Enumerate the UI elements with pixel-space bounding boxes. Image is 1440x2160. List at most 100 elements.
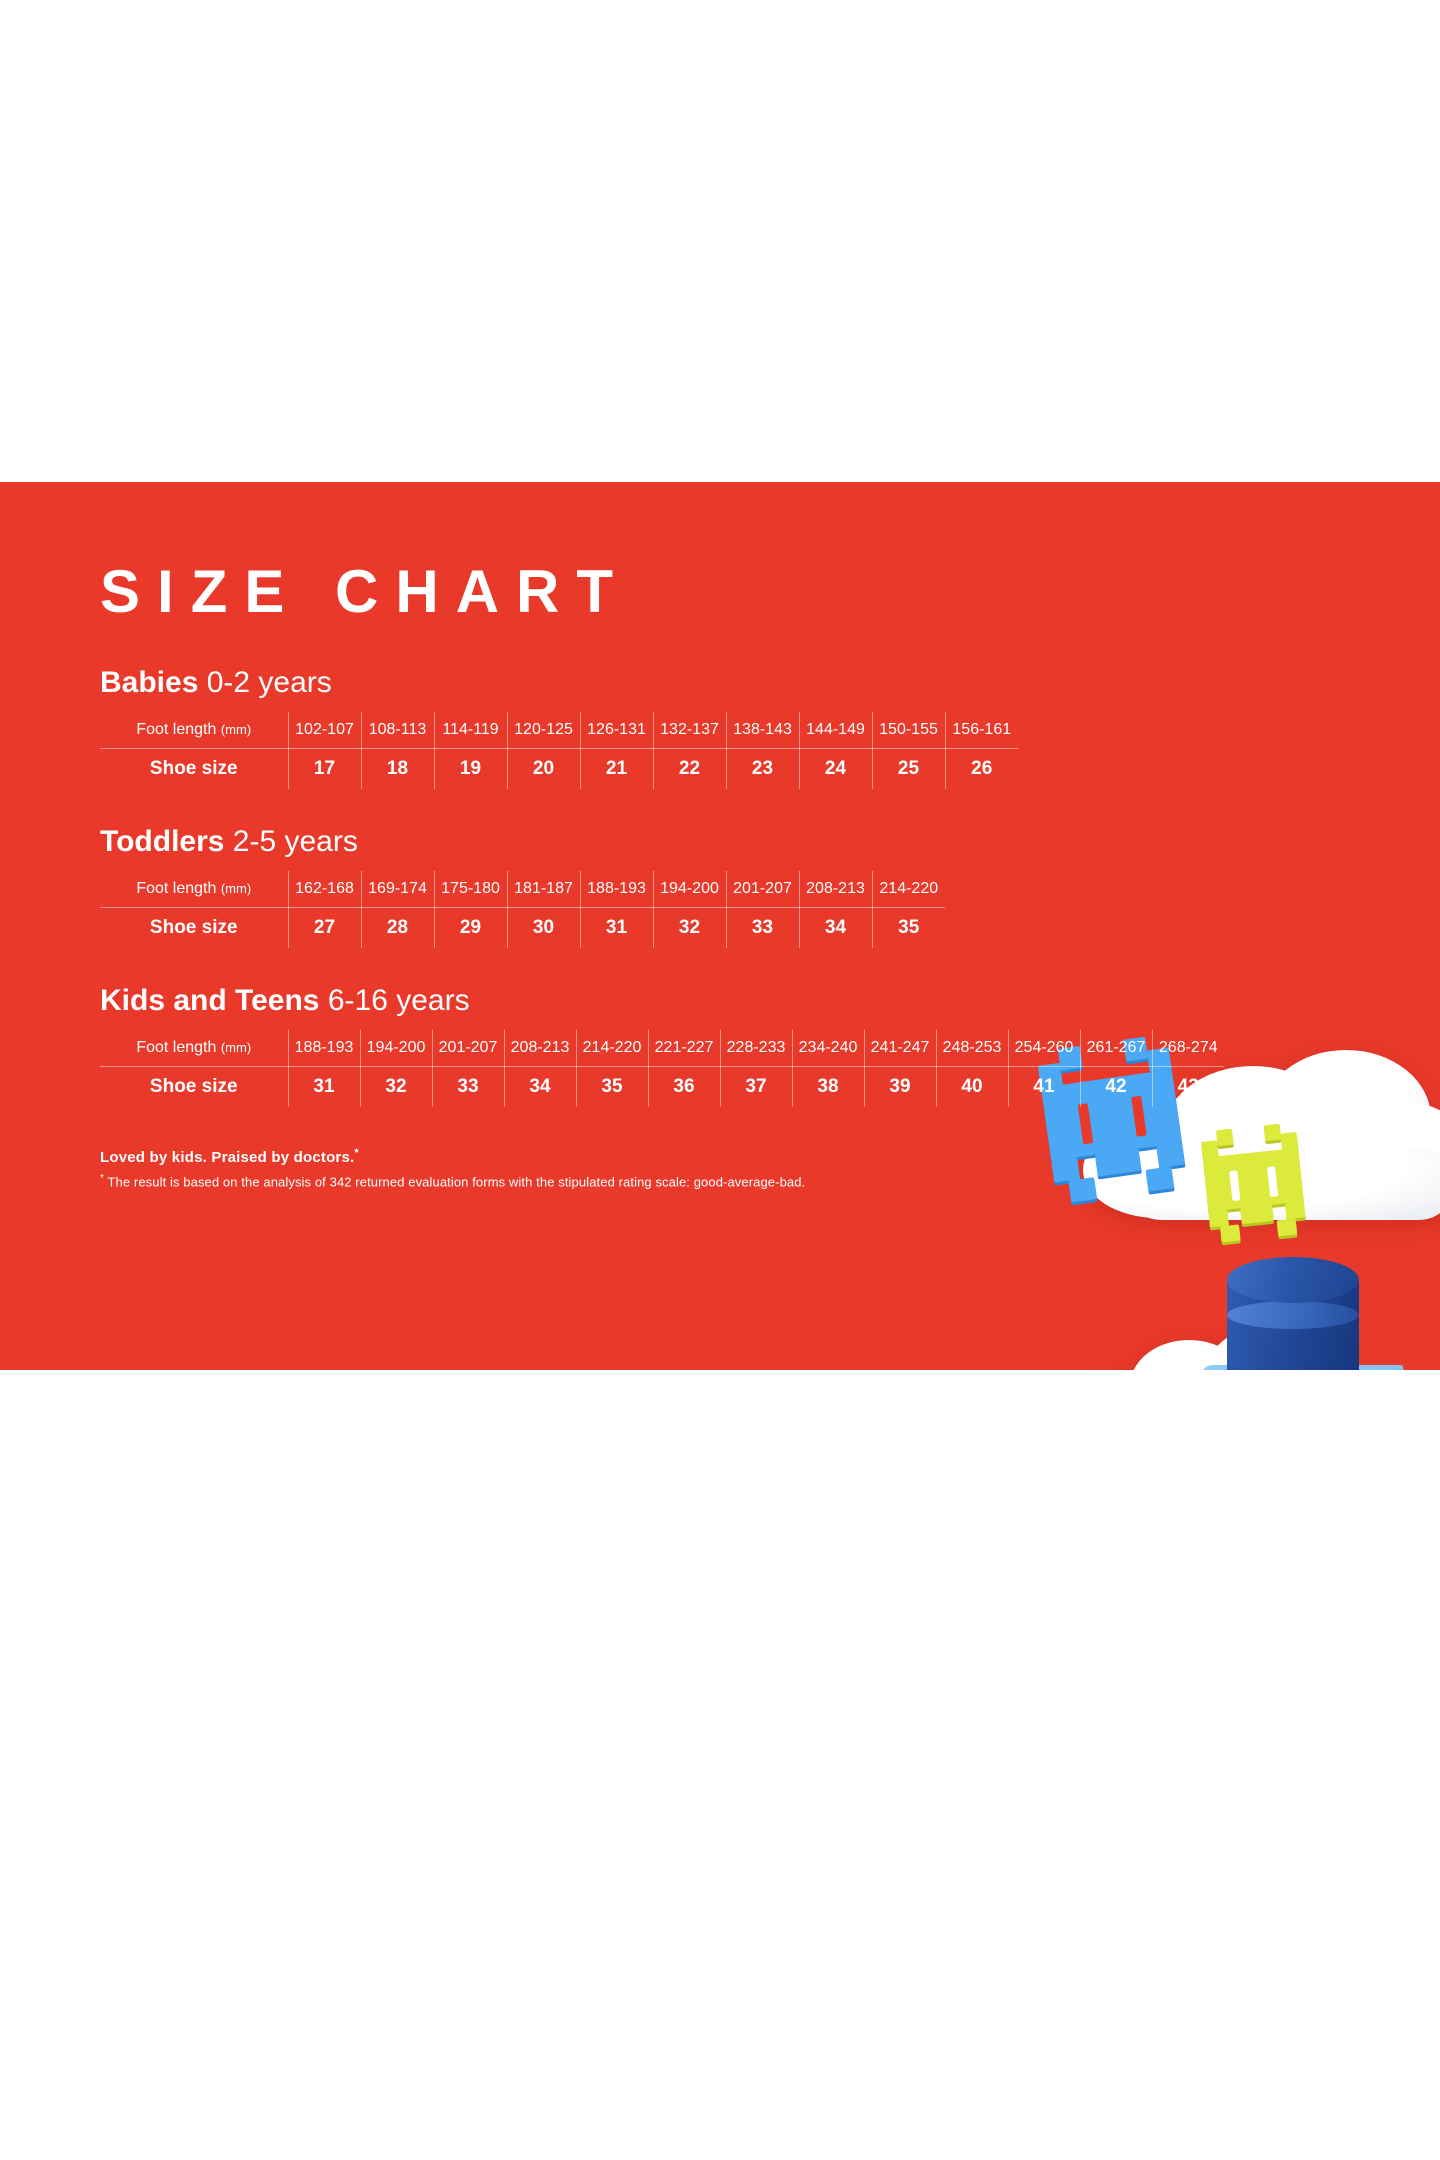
cell-foot-length: 201-207 [432, 1030, 505, 1067]
cell-foot-length: 208-213 [504, 1030, 577, 1067]
cell-foot-length: 126-131 [580, 712, 654, 749]
cell-shoe-size: 40 [936, 1066, 1009, 1107]
section-babies: Babies 0-2 years Foot length (mm) 102-10… [100, 666, 1340, 789]
section-toddlers: Toddlers 2-5 years Foot length (mm) 162-… [100, 825, 1340, 948]
cell-shoe-size: 17 [288, 748, 362, 789]
cell-foot-length: 138-143 [726, 712, 800, 749]
cell-foot-length: 181-187 [507, 871, 581, 908]
cell-shoe-size: 41 [1008, 1066, 1081, 1107]
cell-foot-length: 108-113 [361, 712, 435, 749]
section-name: Toddlers [100, 825, 225, 858]
cell-foot-length: 234-240 [792, 1030, 865, 1067]
cell-foot-length: 144-149 [799, 712, 873, 749]
cell-foot-length: 194-200 [360, 1030, 433, 1067]
cell-shoe-size: 35 [576, 1066, 649, 1107]
cell-foot-length: 254-260 [1008, 1030, 1081, 1067]
cell-shoe-size: 31 [580, 907, 654, 948]
cell-foot-length: 188-193 [580, 871, 654, 908]
cell-foot-length: 214-220 [576, 1030, 649, 1067]
cell-foot-length: 114-119 [434, 712, 508, 749]
poster-footer: Loved by kids. Praised by doctors.* * Th… [100, 1147, 1340, 1189]
table-row-foot-length: Foot length (mm) 162-168 169-174 175-180… [100, 871, 945, 908]
section-age-range: 2-5 years [232, 825, 358, 858]
footer-claim-marker: * [354, 1147, 359, 1159]
section-age-range: 6-16 years [327, 984, 470, 1017]
size-table-kids-and-teens: Foot length (mm) 188-193 194-200 201-207… [100, 1030, 1224, 1107]
row-label-foot-length: Foot length (mm) [100, 1030, 289, 1067]
cell-shoe-size: 36 [648, 1066, 721, 1107]
foot-length-label: Foot length [136, 880, 217, 897]
foot-length-unit: (mm) [220, 722, 252, 737]
cell-shoe-size: 32 [360, 1066, 433, 1107]
size-table-toddlers: Foot length (mm) 162-168 169-174 175-180… [100, 871, 945, 948]
footer-note-marker: * [100, 1173, 104, 1184]
cell-foot-length: 102-107 [288, 712, 362, 749]
cell-shoe-size: 38 [792, 1066, 865, 1107]
size-chart-poster: SIZE CHART Babies 0-2 years Foot length … [0, 482, 1440, 1370]
cell-foot-length: 248-253 [936, 1030, 1009, 1067]
cell-shoe-size: 34 [504, 1066, 577, 1107]
cell-shoe-size: 23 [726, 748, 800, 789]
cell-foot-length: 194-200 [653, 871, 727, 908]
cell-foot-length: 261-267 [1080, 1030, 1153, 1067]
cell-foot-length: 175-180 [434, 871, 508, 908]
section-heading-kids-and-teens: Kids and Teens 6-16 years [100, 984, 1340, 1018]
section-name: Babies [100, 666, 199, 699]
cell-shoe-size: 26 [971, 758, 993, 779]
row-label-shoe-size: Shoe size [100, 907, 289, 948]
table-row-shoe-size: Shoe size 31 32 33 34 35 36 37 38 39 40 … [100, 1066, 1224, 1107]
table-row-shoe-size: Shoe size 17 18 19 20 21 22 23 24 25 26 [100, 748, 1018, 789]
cell-foot-length: 156-161 [945, 712, 1018, 749]
cell-shoe-size: 29 [434, 907, 508, 948]
cell-shoe-size: 24 [799, 748, 873, 789]
foot-length-label: Foot length [136, 721, 217, 738]
footer-note: * The result is based on the analysis of… [100, 1173, 1340, 1189]
cell-foot-length: 162-168 [288, 871, 362, 908]
cell-shoe-size: 35 [898, 917, 920, 938]
cell-foot-length: 201-207 [726, 871, 800, 908]
section-heading-babies: Babies 0-2 years [100, 666, 1340, 700]
section-name: Kids and Teens [100, 984, 320, 1017]
cell-shoe-size: 33 [726, 907, 800, 948]
footer-note-text: The result is based on the analysis of 3… [104, 1174, 806, 1190]
cell-foot-length: 208-213 [799, 871, 873, 908]
section-kids-and-teens: Kids and Teens 6-16 years Foot length (m… [100, 984, 1340, 1107]
footer-claim-text: Loved by kids. Praised by doctors. [100, 1149, 355, 1166]
cell-shoe-size: 21 [580, 748, 654, 789]
poster-content: SIZE CHART Babies 0-2 years Foot length … [100, 482, 1340, 1189]
cell-foot-length: 120-125 [507, 712, 581, 749]
row-label-shoe-size: Shoe size [100, 748, 289, 789]
table-row-shoe-size: Shoe size 27 28 29 30 31 32 33 34 35 [100, 907, 945, 948]
cell-shoe-size: 31 [288, 1066, 361, 1107]
size-table-babies: Foot length (mm) 102-107 108-113 114-119… [100, 712, 1018, 789]
cell-foot-length: 241-247 [864, 1030, 937, 1067]
cell-foot-length: 188-193 [288, 1030, 361, 1067]
table-row-foot-length: Foot length (mm) 102-107 108-113 114-119… [100, 712, 1018, 749]
section-heading-toddlers: Toddlers 2-5 years [100, 825, 1340, 859]
footer-claim: Loved by kids. Praised by doctors.* [100, 1147, 1340, 1166]
cell-shoe-size: 22 [653, 748, 727, 789]
foot-length-unit: (mm) [220, 1040, 252, 1055]
table-row-foot-length: Foot length (mm) 188-193 194-200 201-207… [100, 1030, 1224, 1067]
cell-foot-length: 214-220 [872, 871, 945, 908]
foot-length-label: Foot length [136, 1039, 217, 1056]
cell-shoe-size: 30 [507, 907, 581, 948]
cell-shoe-size: 42 [1080, 1066, 1153, 1107]
cell-shoe-size: 32 [653, 907, 727, 948]
cell-shoe-size: 39 [864, 1066, 937, 1107]
cell-foot-length: 228-233 [720, 1030, 793, 1067]
cell-shoe-size: 33 [432, 1066, 505, 1107]
cell-shoe-size: 37 [720, 1066, 793, 1107]
cell-shoe-size: 18 [361, 748, 435, 789]
page-title: SIZE CHART [100, 558, 630, 625]
cell-shoe-size: 28 [361, 907, 435, 948]
cell-foot-length: 221-227 [648, 1030, 721, 1067]
cell-foot-length: 268-274 [1152, 1030, 1224, 1067]
row-label-shoe-size: Shoe size [100, 1066, 289, 1107]
foot-length-unit: (mm) [220, 881, 252, 896]
cell-shoe-size: 34 [799, 907, 873, 948]
cell-foot-length: 169-174 [361, 871, 435, 908]
row-label-foot-length: Foot length (mm) [100, 712, 289, 749]
cell-shoe-size: 19 [434, 748, 508, 789]
